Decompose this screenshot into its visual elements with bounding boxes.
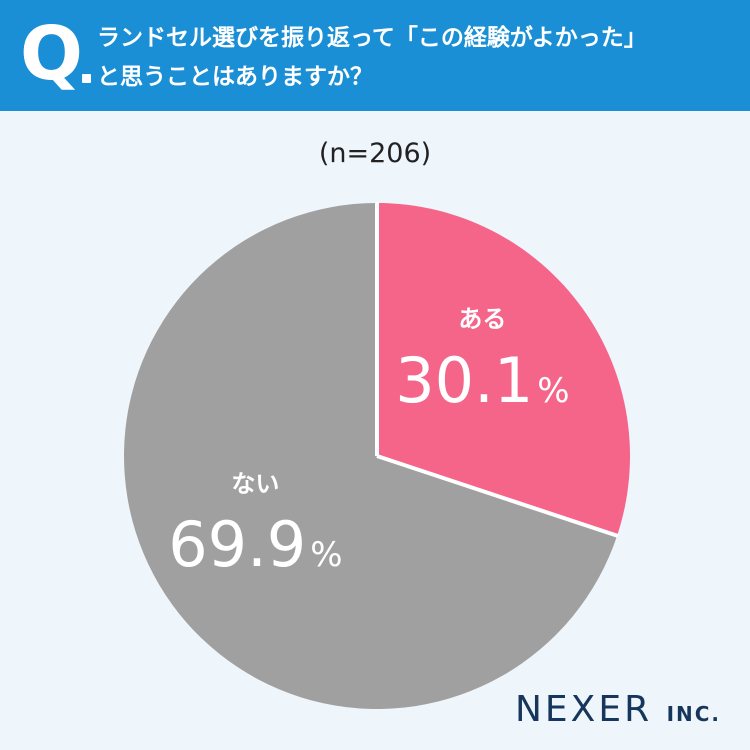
pie-slice-yes bbox=[377, 202, 631, 536]
logo-main: NEXER bbox=[515, 689, 653, 730]
slice-label-no: ない bbox=[231, 470, 279, 498]
sample-size-label: (n=206) bbox=[318, 138, 432, 169]
logo-suffix: INC. bbox=[666, 702, 722, 726]
nexer-logo: NEXER INC. bbox=[515, 690, 721, 734]
slice-value-yes: 30.1% bbox=[395, 344, 569, 417]
pie-slice-no bbox=[124, 203, 618, 709]
slice-value-no: 69.9% bbox=[168, 508, 342, 581]
question-mark-letter: Q bbox=[20, 11, 83, 97]
slice-divider bbox=[376, 454, 619, 538]
question-dot-icon bbox=[82, 74, 91, 83]
question-text-line-2: と思うことはありますか？ bbox=[97, 64, 373, 90]
slice-label-yes: ある bbox=[458, 305, 506, 333]
question-banner: Q ランドセル選びを振り返って「この経験がよかった」 と思うことはありますか？ bbox=[0, 0, 750, 111]
question-text-line-1: ランドセル選びを振り返って「この経験がよかった」 bbox=[97, 25, 647, 51]
